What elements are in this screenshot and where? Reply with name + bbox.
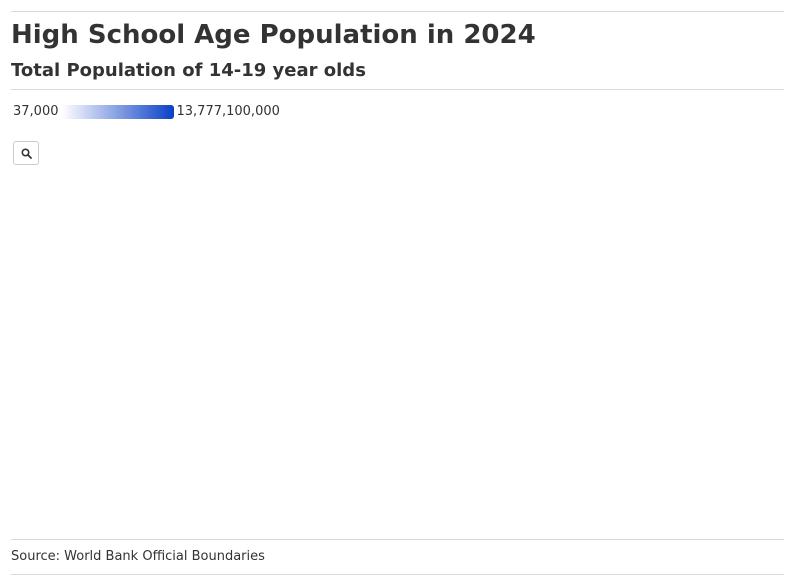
header-divider [11, 89, 784, 90]
map-canvas[interactable] [11, 174, 784, 534]
zoom-button[interactable] [13, 141, 39, 165]
top-divider [11, 11, 784, 12]
legend-min-label: 37,000 [13, 104, 59, 119]
legend-max-label: 13,777,100,000 [176, 104, 280, 119]
source-note: Source: World Bank Official Boundaries [11, 549, 265, 564]
page-title: High School Age Population in 2024 [11, 20, 536, 50]
page-subtitle: Total Population of 14-19 year olds [11, 60, 366, 81]
footer-top-divider [11, 539, 784, 540]
legend-gradient-bar [61, 105, 174, 119]
color-legend: 37,000 13,777,100,000 [13, 103, 280, 121]
footer-bottom-divider [11, 574, 784, 575]
search-icon [20, 147, 32, 159]
